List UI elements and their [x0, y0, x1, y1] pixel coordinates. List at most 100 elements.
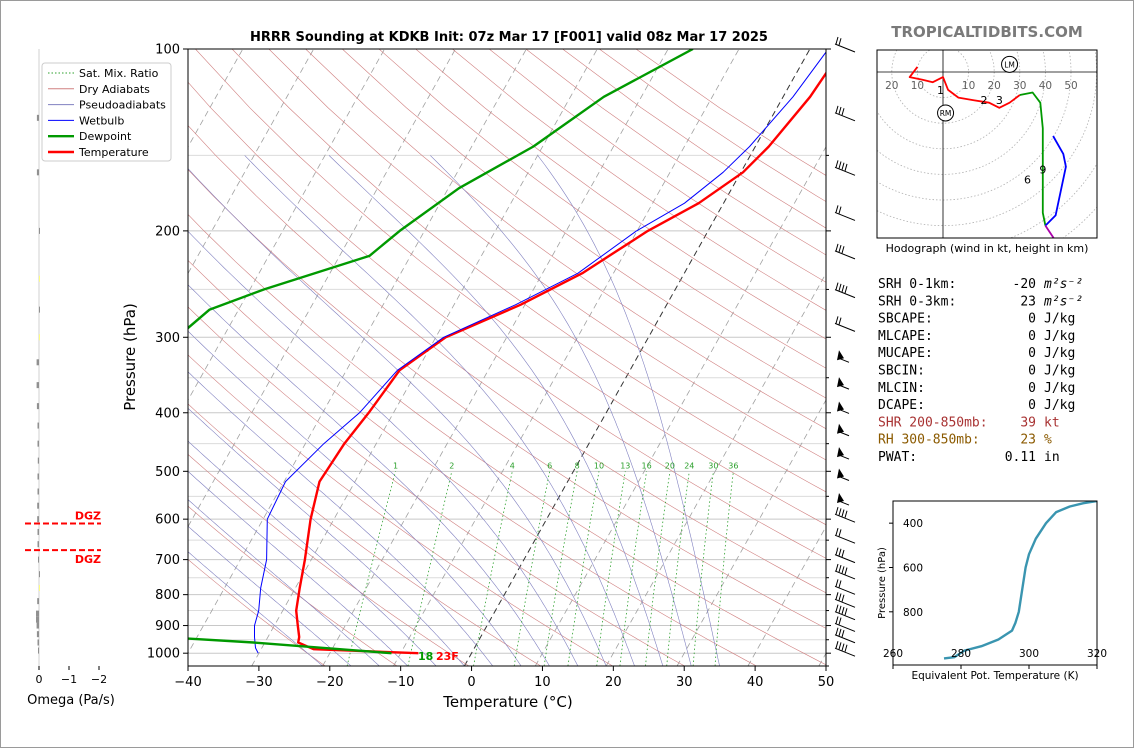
- wind-barb-flag: [837, 447, 844, 458]
- wind-barb: [834, 507, 856, 523]
- stat-value: 39: [1020, 415, 1036, 430]
- wind-barb-feather: [835, 547, 839, 555]
- pseudoadiabat-line: [188, 371, 493, 666]
- stat-value: 0: [1028, 381, 1036, 396]
- omega-bar: [37, 516, 39, 523]
- omega-bar: [37, 422, 39, 429]
- dewpoint-profile-line: [188, 49, 694, 655]
- skewt-x-tick-label: 10: [534, 675, 551, 690]
- isotherm-line: [818, 652, 826, 666]
- omega-bar: [36, 169, 39, 176]
- dry-adiabat-line: [188, 354, 613, 666]
- storm-motion-marker: [937, 104, 955, 122]
- stat-label: MLCIN:: [878, 381, 925, 396]
- wind-barb-flag: [837, 468, 844, 479]
- wind-barb-staff: [834, 534, 856, 544]
- mixing-ratio-line: [596, 471, 626, 666]
- wind-barb: [837, 447, 850, 460]
- wind-barb-staff: [838, 454, 850, 460]
- wind-barb-staff: [834, 622, 856, 632]
- dry-adiabat-line: [342, 49, 826, 399]
- wind-barb-staff: [834, 570, 856, 580]
- wind-barb-feather: [838, 548, 842, 556]
- stat-label: SBCIN:: [878, 364, 925, 379]
- hodograph-height-label: 2: [980, 94, 987, 107]
- pseudoadiabat-line: [188, 407, 465, 666]
- dry-adiabat-line: [188, 81, 826, 559]
- omega-x-tick-label: −2: [91, 673, 107, 686]
- hodograph-trace: [1019, 91, 1047, 226]
- dry-adiabat-line: [188, 259, 757, 666]
- mixing-ratio-line: [346, 471, 396, 666]
- skewt-y-tick-label: 100: [155, 43, 180, 58]
- wind-barb: [837, 468, 850, 481]
- wind-barb-feather: [841, 606, 845, 615]
- isotherm-line: [605, 272, 826, 666]
- mixing-ratio-label: 16: [641, 461, 651, 470]
- wind-barb-feather: [841, 509, 845, 517]
- theta-e-x-tick-label: 300: [1019, 648, 1039, 660]
- wind-barb-feather: [844, 286, 848, 294]
- dgz-label: DGZ: [75, 553, 101, 566]
- skewt-x-axis-label: Temperature (°C): [442, 693, 572, 711]
- stat-unit: J/kg: [1044, 398, 1075, 413]
- stat-value: 0: [1028, 346, 1036, 361]
- wind-barb-feather: [841, 594, 845, 602]
- wind-barb-staff: [838, 500, 850, 506]
- wind-barb-feather: [838, 565, 842, 573]
- stat-label: DCAPE:: [878, 398, 925, 413]
- wind-barb-feather: [835, 592, 839, 600]
- isotherm-line: [676, 399, 826, 666]
- stat-unit: %: [1044, 433, 1052, 448]
- skewt-x-tick-label: 20: [605, 675, 622, 690]
- mixing-ratio-line: [567, 471, 600, 666]
- theta-e-y-tick-label: 800: [903, 607, 923, 619]
- omega-bar: [39, 334, 40, 341]
- omega-bar: [36, 382, 39, 389]
- stat-value: 0: [1028, 329, 1036, 344]
- wind-barb-flag: [837, 423, 844, 434]
- wind-barb-flag: [837, 401, 844, 412]
- wind-barb: [834, 641, 856, 657]
- dry-adiabat-line: [378, 49, 826, 369]
- wind-barb: [834, 243, 856, 260]
- wind-barb-feather: [841, 643, 845, 651]
- wind-barb: [834, 105, 856, 122]
- wind-barb: [837, 423, 850, 437]
- wind-barb-feather: [835, 105, 839, 113]
- omega-bar: [36, 359, 39, 366]
- wind-barb-feather: [835, 316, 839, 324]
- hodograph-ring-label: 20: [988, 80, 1001, 92]
- skewt-x-tick-label: 30: [676, 675, 693, 690]
- wind-barb-feather: [835, 604, 839, 612]
- legend-label: Dewpoint: [79, 130, 132, 143]
- skewt-y-tick-label: 800: [155, 588, 180, 603]
- wind-barb-staff: [834, 513, 856, 523]
- omega-bar: [39, 571, 40, 578]
- hodograph-caption: Hodograph (wind in kt, height in km): [886, 242, 1089, 255]
- wind-barb: [834, 205, 856, 221]
- skewt-y-tick-label: 600: [155, 513, 180, 528]
- wind-barb-feather: [838, 206, 842, 214]
- wind-barb: [834, 604, 856, 621]
- omega-bar: [36, 403, 39, 410]
- pseudoadiabat-line: [188, 525, 352, 666]
- legend-label: Wetbulb: [79, 114, 124, 127]
- wind-barb-feather: [838, 508, 842, 516]
- pseudoadiabat-line: [537, 155, 720, 666]
- stat-label: MLCAPE:: [878, 329, 933, 344]
- legend-label: Pseudoadiabats: [79, 99, 166, 112]
- dry-adiabat-line: [415, 49, 826, 340]
- stat-value: 0: [1028, 364, 1036, 379]
- wind-barb-staff: [834, 211, 856, 221]
- theta-e-x-tick-label: 280: [951, 648, 971, 660]
- stat-label: RH 300-850mb:: [878, 433, 980, 448]
- skewt-y-tick-label: 200: [155, 224, 180, 239]
- skewt-y-tick-label: 500: [155, 465, 180, 480]
- skewt-x-tick-label: 40: [747, 675, 764, 690]
- theta-e-x-tick-label: 320: [1087, 648, 1107, 660]
- theta-e-y-tick-label: 400: [903, 518, 923, 530]
- wind-barb-staff: [834, 647, 856, 657]
- wind-barb: [834, 547, 856, 564]
